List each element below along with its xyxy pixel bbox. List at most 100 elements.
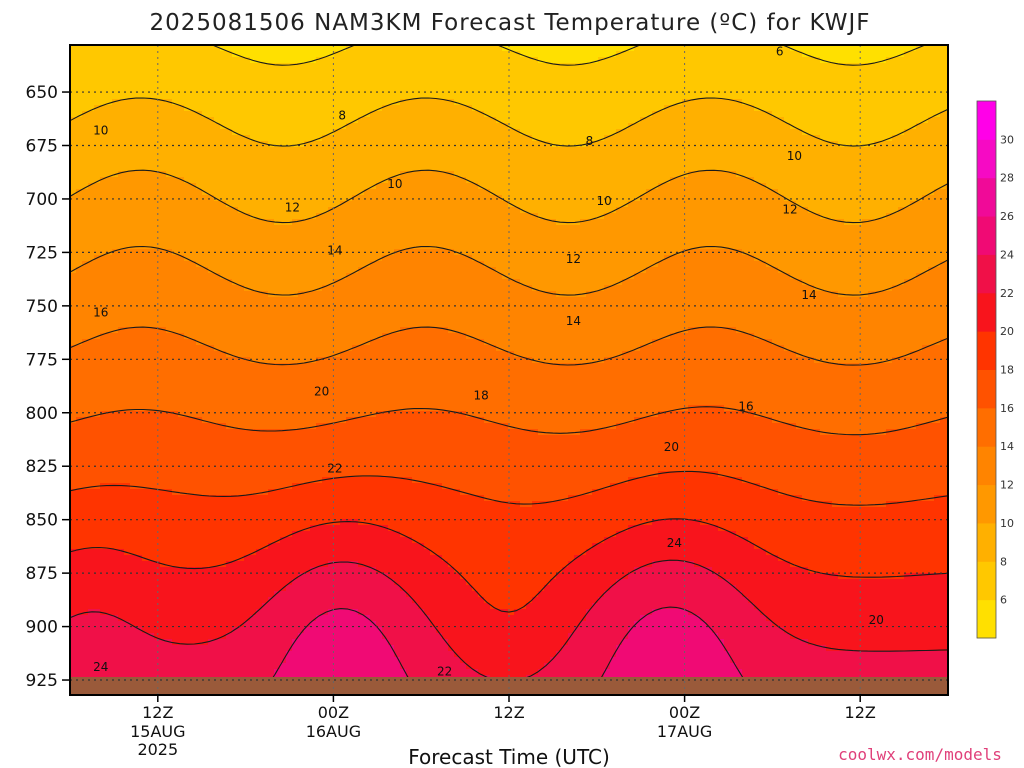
field-cell bbox=[94, 567, 101, 574]
field-cell bbox=[148, 231, 155, 238]
field-cell bbox=[130, 339, 137, 346]
field-cell bbox=[220, 519, 227, 526]
field-cell bbox=[328, 405, 335, 412]
field-cell bbox=[124, 105, 131, 112]
field-cell bbox=[220, 435, 227, 442]
field-cell bbox=[328, 489, 335, 496]
field-cell bbox=[238, 453, 245, 460]
field-cell bbox=[70, 165, 77, 172]
field-cell bbox=[112, 549, 119, 556]
field-cell bbox=[166, 213, 173, 220]
field-cell bbox=[82, 477, 89, 484]
field-cell bbox=[262, 459, 269, 466]
field-cell bbox=[238, 387, 245, 394]
field-cell bbox=[142, 471, 149, 478]
field-cell bbox=[274, 549, 281, 556]
field-cell bbox=[214, 561, 221, 568]
field-cell bbox=[190, 507, 197, 514]
field-cell bbox=[286, 663, 293, 670]
field-cell bbox=[178, 279, 185, 286]
field-cell bbox=[298, 447, 305, 454]
field-cell bbox=[214, 513, 221, 520]
field-cell bbox=[124, 117, 131, 124]
field-cell bbox=[196, 465, 203, 472]
field-cell bbox=[334, 309, 341, 316]
field-cell bbox=[262, 105, 269, 112]
field-cell bbox=[262, 333, 269, 340]
field-cell bbox=[334, 531, 341, 538]
field-cell bbox=[142, 201, 149, 208]
field-cell bbox=[160, 177, 167, 184]
field-cell bbox=[328, 387, 335, 394]
field-cell bbox=[220, 525, 227, 532]
field-cell bbox=[82, 567, 89, 574]
field-cell bbox=[202, 141, 209, 148]
field-cell bbox=[196, 213, 203, 220]
field-cell bbox=[244, 189, 251, 196]
field-cell bbox=[196, 627, 203, 634]
field-cell bbox=[178, 243, 185, 250]
field-cell bbox=[190, 525, 197, 532]
field-cell bbox=[262, 189, 269, 196]
field-cell bbox=[178, 483, 185, 490]
field-cell bbox=[94, 531, 101, 538]
field-cell bbox=[166, 231, 173, 238]
field-cell bbox=[298, 213, 305, 220]
field-cell bbox=[196, 579, 203, 586]
field-cell bbox=[322, 477, 329, 484]
field-cell bbox=[160, 171, 167, 178]
field-cell bbox=[100, 603, 107, 610]
field-cell bbox=[82, 213, 89, 220]
field-cell bbox=[334, 171, 341, 178]
field-cell bbox=[262, 579, 269, 586]
field-cell bbox=[154, 69, 161, 76]
field-cell bbox=[82, 663, 89, 670]
field-cell bbox=[208, 45, 215, 52]
field-cell bbox=[316, 411, 323, 418]
field-cell bbox=[334, 201, 341, 208]
field-cell bbox=[106, 201, 113, 208]
field-cell bbox=[106, 189, 113, 196]
field-cell bbox=[232, 639, 239, 646]
field-cell bbox=[340, 297, 347, 304]
field-cell bbox=[268, 525, 275, 532]
field-cell bbox=[70, 57, 77, 64]
field-cell bbox=[250, 195, 257, 202]
field-cell bbox=[106, 165, 113, 172]
field-cell bbox=[274, 87, 281, 94]
field-cell bbox=[118, 369, 125, 376]
field-cell bbox=[208, 441, 215, 448]
field-cell bbox=[202, 279, 209, 286]
field-cell bbox=[178, 93, 185, 100]
field-cell bbox=[268, 657, 275, 664]
field-cell bbox=[286, 651, 293, 658]
field-cell bbox=[106, 213, 113, 220]
field-cell bbox=[100, 243, 107, 250]
field-cell bbox=[238, 603, 245, 610]
field-cell bbox=[124, 303, 131, 310]
field-cell bbox=[208, 351, 215, 358]
field-cell bbox=[208, 357, 215, 364]
field-cell bbox=[88, 159, 95, 166]
field-cell bbox=[178, 51, 185, 58]
field-cell bbox=[340, 57, 347, 64]
field-cell bbox=[250, 201, 257, 208]
field-cell bbox=[340, 273, 347, 280]
field-cell bbox=[298, 153, 305, 160]
field-cell bbox=[112, 255, 119, 262]
field-cell bbox=[262, 525, 269, 532]
field-cell bbox=[268, 261, 275, 268]
field-cell bbox=[118, 291, 125, 298]
field-cell bbox=[256, 585, 263, 592]
field-cell bbox=[166, 195, 173, 202]
field-cell bbox=[334, 447, 341, 454]
field-cell bbox=[82, 183, 89, 190]
field-cell bbox=[232, 183, 239, 190]
field-cell bbox=[82, 339, 89, 346]
field-cell bbox=[262, 477, 269, 484]
field-cell bbox=[274, 165, 281, 172]
field-cell bbox=[340, 399, 347, 406]
field-cell bbox=[88, 261, 95, 268]
field-cell bbox=[76, 351, 83, 358]
field-cell bbox=[70, 81, 77, 88]
